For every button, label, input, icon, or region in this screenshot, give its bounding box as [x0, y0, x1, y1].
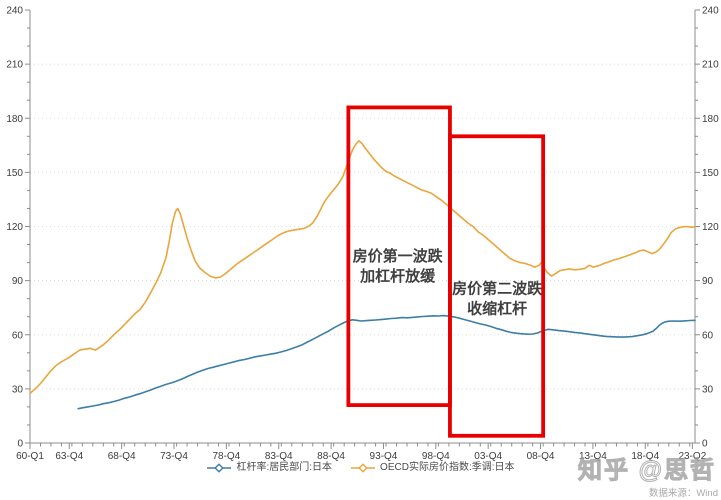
data-source-note: 数据来源：Wind	[649, 487, 718, 499]
y-tick-label-left: 180	[6, 114, 23, 125]
x-tick-label: 93-Q4	[370, 451, 398, 462]
legend-label-oecd-price: OECD实际房价指数:季调:日本	[380, 462, 515, 473]
y-tick-label-left: 150	[6, 168, 23, 179]
x-tick-label: 73-Q4	[160, 451, 188, 462]
y-tick-label-right: 210	[702, 60, 719, 71]
y-tick-label-left: 0	[17, 439, 23, 450]
x-tick-label: 98-Q4	[422, 451, 450, 462]
legend-marker-oecd-price-icon	[350, 463, 376, 473]
x-tick-label: 63-Q4	[55, 451, 83, 462]
y-tick-label-right: 60	[702, 330, 714, 341]
x-tick-label: 88-Q4	[317, 451, 345, 462]
legend-item-leverage: 杠杆率:居民部门:日本	[206, 462, 332, 474]
series-line-0	[77, 314, 696, 410]
y-tick-label-left: 30	[12, 384, 24, 395]
y-tick-label-left: 240	[6, 6, 23, 17]
x-tick-label: 78-Q4	[212, 451, 240, 462]
legend-label-leverage: 杠杆率:居民部门:日本	[236, 462, 333, 473]
highlight-box-2	[448, 134, 546, 438]
y-tick-label-right: 0	[702, 439, 708, 450]
annotation-1: 房价第一波跌加杠杆放缓	[353, 247, 444, 285]
x-tick-label: 03-Q4	[474, 451, 502, 462]
annotation-2: 房价第二波跌收缩杠杆	[452, 279, 543, 317]
x-tick-label: 23-Q2	[678, 451, 706, 462]
legend-item-oecd-price: OECD实际房价指数:季调:日本	[350, 462, 515, 474]
y-tick-label-right: 150	[702, 168, 719, 179]
x-tick-label: 68-Q4	[108, 451, 136, 462]
y-tick-label-left: 120	[6, 222, 23, 233]
x-tick-label: 18-Q4	[631, 451, 659, 462]
x-tick-label: 83-Q4	[265, 451, 293, 462]
y-tick-label-right: 120	[702, 222, 719, 233]
y-tick-label-right: 180	[702, 114, 719, 125]
y-tick-label-right: 30	[702, 384, 714, 395]
y-tick-label-right: 240	[702, 6, 719, 17]
y-tick-label-left: 60	[12, 330, 24, 341]
y-tick-label-left: 210	[6, 60, 23, 71]
x-tick-label: 60-Q1	[16, 451, 44, 462]
y-tick-label-left: 90	[12, 276, 24, 287]
chart-plot-area: 0 0 30 30 60 60 90 90 120 120 150 150 180 180 210 210 24…	[6, 6, 719, 463]
watermark-zhihu: 知乎 @思哲	[578, 457, 716, 484]
legend-marker-leverage-icon	[206, 463, 232, 473]
y-tick-label-right: 90	[702, 276, 714, 287]
x-tick-label: 13-Q4	[579, 451, 607, 462]
series-line-1	[29, 140, 696, 395]
x-tick-label: 08-Q4	[527, 451, 555, 462]
chart-legend: 杠杆率:居民部门:日本 OECD实际房价指数:季调:日本	[0, 462, 721, 474]
